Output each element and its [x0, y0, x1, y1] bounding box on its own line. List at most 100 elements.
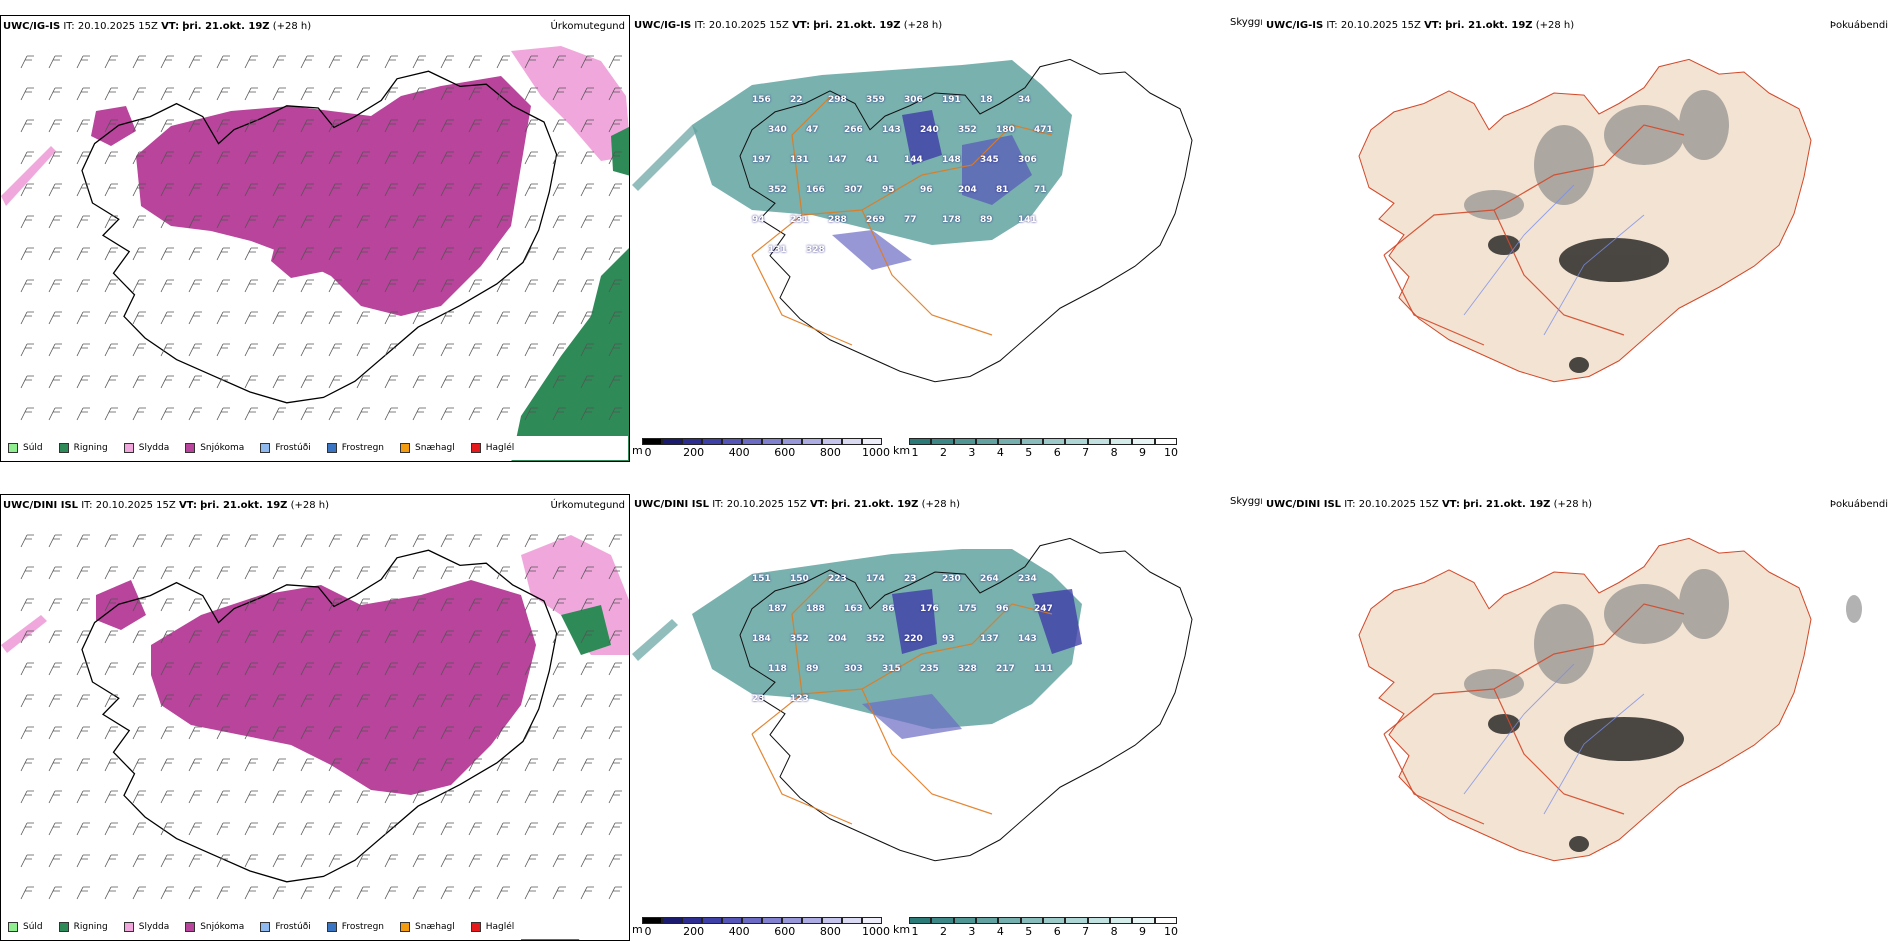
wind-barb	[580, 311, 594, 325]
legend-swatch	[185, 443, 196, 453]
wind-barb	[608, 598, 622, 612]
cloud-base-value: 174	[866, 574, 885, 584]
wind-barb	[412, 215, 426, 229]
colorbar-segment	[1065, 917, 1088, 924]
wind-barb	[524, 566, 538, 580]
wind-barb	[216, 886, 230, 900]
wind-barb	[384, 87, 398, 101]
wind-barb	[496, 247, 510, 261]
cloud-base-value: 71	[1034, 185, 1047, 195]
wind-barb	[300, 790, 314, 804]
wind-barb	[580, 598, 594, 612]
wind-barb	[48, 790, 62, 804]
wind-barb	[580, 215, 594, 229]
wind-barb	[496, 279, 510, 293]
wind-barb	[440, 215, 454, 229]
wind-barb	[328, 534, 342, 548]
wind-barb	[608, 215, 622, 229]
wind-barb	[160, 375, 174, 389]
wind-barb	[524, 375, 538, 389]
wind-barb	[20, 790, 34, 804]
wind-barb	[356, 119, 370, 133]
wind-barb	[132, 55, 146, 69]
colorbar-segment	[762, 438, 782, 445]
wind-barb	[272, 119, 286, 133]
cloud-base-value: 178	[942, 215, 961, 225]
cloud-base-value: 187	[768, 604, 787, 614]
colorbar-segment	[1110, 438, 1133, 445]
wind-barb	[552, 343, 566, 357]
cloud-base-value: 197	[752, 155, 771, 165]
wind-barb	[20, 662, 34, 676]
wind-barb	[496, 55, 510, 69]
wind-barb	[608, 566, 622, 580]
cloud-base-value: 266	[844, 125, 863, 135]
cloud-base-value: 175	[958, 604, 977, 614]
wind-barb	[440, 694, 454, 708]
wind-barb	[300, 822, 314, 836]
wind-barb	[468, 886, 482, 900]
wind-barb	[356, 55, 370, 69]
wind-barb	[160, 726, 174, 740]
colorbar-tick-label: 2	[939, 446, 947, 459]
wind-barb	[384, 375, 398, 389]
wind-barb	[328, 758, 342, 772]
wind-barb	[608, 279, 622, 293]
wind-barb	[20, 247, 34, 261]
wind-barb	[244, 694, 258, 708]
wind-barb	[440, 343, 454, 357]
legend-swatch	[400, 443, 411, 453]
colorbar-segment	[1020, 438, 1043, 445]
precip-type-label-row2: Úrkomutegund	[550, 500, 625, 511]
wind-barb	[412, 407, 426, 421]
legend-item-rigning: Rigning	[58, 922, 108, 932]
cloud-base-value: 340	[768, 125, 787, 135]
wind-barb	[468, 119, 482, 133]
wind-barb	[244, 279, 258, 293]
wind-barb	[384, 758, 398, 772]
wind-barb	[132, 758, 146, 772]
wind-barb	[104, 343, 118, 357]
wind-barb	[356, 630, 370, 644]
colorbar-tick-label: 1000	[862, 446, 890, 459]
colorbar-segment	[662, 438, 682, 445]
wind-barb	[468, 694, 482, 708]
legend-item-haglel: Haglél	[470, 443, 514, 453]
wind-barb	[104, 758, 118, 772]
wind-barb	[104, 375, 118, 389]
wind-barb	[244, 87, 258, 101]
colorbar-segment	[909, 917, 932, 924]
wind-barb	[552, 279, 566, 293]
colorbar-segment	[742, 438, 762, 445]
cloud-base-value: 93	[942, 634, 955, 644]
colorbar-tick-label: 4	[996, 925, 1004, 938]
wind-barb	[328, 119, 342, 133]
wind-barb	[76, 407, 90, 421]
legend-swatch	[260, 922, 271, 932]
legend-item-rigning: Rigning	[58, 443, 108, 453]
wind-barb	[160, 886, 174, 900]
colorbar-tick-label: 1000	[862, 925, 890, 938]
wind-barb	[300, 183, 314, 197]
wind-barb	[384, 598, 398, 612]
wind-barb	[328, 790, 342, 804]
wind-barb	[244, 311, 258, 325]
wind-barb	[272, 215, 286, 229]
wind-barb	[552, 55, 566, 69]
colorbar-segment	[662, 917, 682, 924]
wind-barb	[188, 662, 202, 676]
wind-barb	[356, 534, 370, 548]
cloud-base-value: 191	[942, 95, 961, 105]
wind-barb	[440, 375, 454, 389]
wind-barb	[552, 886, 566, 900]
wind-barb	[496, 343, 510, 357]
cloud-base-value: 131	[768, 245, 787, 255]
wind-barb	[244, 790, 258, 804]
colorbar-segment	[822, 917, 842, 924]
wind-barb	[76, 215, 90, 229]
precip-title-row1: UWC/IG-IS IT: 20.10.2025 15Z VT: þri. 21…	[3, 21, 312, 32]
wind-barb	[496, 854, 510, 868]
wind-barb	[20, 87, 34, 101]
wind-barb	[328, 247, 342, 261]
legend-swatch	[123, 443, 134, 453]
